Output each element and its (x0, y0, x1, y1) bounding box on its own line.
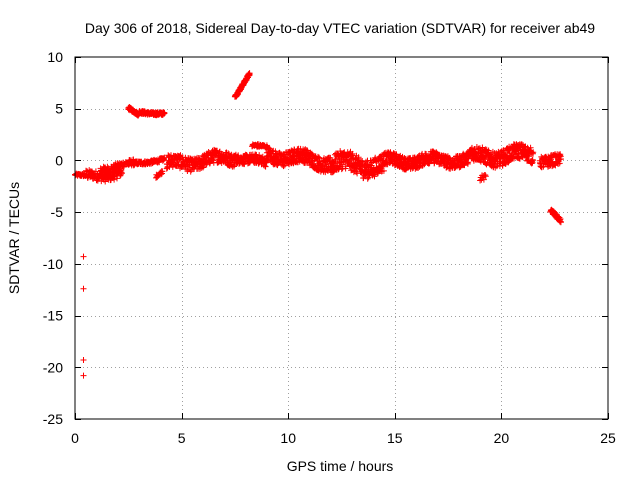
data-point (80, 372, 87, 379)
x-tick-label: 25 (600, 430, 616, 446)
y-tick-label: -15 (43, 308, 63, 324)
y-tick-label: 5 (55, 101, 63, 117)
data-point (530, 149, 537, 156)
y-tick-label: -25 (43, 411, 63, 427)
x-tick-label: 5 (178, 430, 186, 446)
data-point (380, 167, 387, 174)
y-axis-label: SDTVAR / TECUs (6, 182, 22, 294)
data-point (558, 156, 564, 162)
data-point (159, 168, 166, 175)
tick-labels: 0 5 10 15 20 25 -25 -20 -15 -10 -5 0 5 10 (43, 49, 616, 446)
data-point (480, 176, 487, 183)
data-point (354, 170, 361, 177)
data-point (80, 357, 87, 363)
data-point (557, 219, 564, 226)
data-point (161, 110, 168, 117)
data-point (482, 173, 489, 180)
data-point (482, 172, 489, 178)
y-tick-label: -20 (43, 359, 63, 375)
y-tick-label: -5 (51, 204, 64, 220)
data-point (527, 144, 534, 151)
data-point (556, 160, 563, 167)
data-point (371, 173, 378, 180)
data-point (246, 72, 253, 78)
x-axis-label: GPS time / hours (287, 458, 394, 474)
y-tick-label: 0 (55, 152, 63, 168)
y-tick-label: 10 (47, 49, 63, 65)
chart-title: Day 306 of 2018, Sidereal Day-to-day VTE… (85, 20, 595, 36)
plot-frame (74, 56, 609, 420)
data-point (327, 154, 334, 161)
x-tick-label: 10 (280, 430, 296, 446)
data-point (435, 151, 442, 158)
data-point (364, 175, 371, 182)
data-point (200, 164, 206, 171)
data-point (161, 154, 168, 161)
data-point (118, 170, 125, 177)
data-point (526, 153, 533, 160)
x-tick-label: 20 (494, 430, 510, 446)
data-point (348, 152, 355, 159)
x-tick-label: 15 (387, 430, 403, 446)
data-points (72, 70, 564, 379)
data-point (80, 253, 87, 260)
data-point (464, 159, 471, 166)
data-point (528, 149, 535, 156)
x-tick-label: 0 (71, 430, 79, 446)
data-point (477, 157, 484, 164)
y-tick-label: -10 (43, 256, 63, 272)
data-point (529, 156, 536, 163)
data-point (80, 285, 87, 292)
